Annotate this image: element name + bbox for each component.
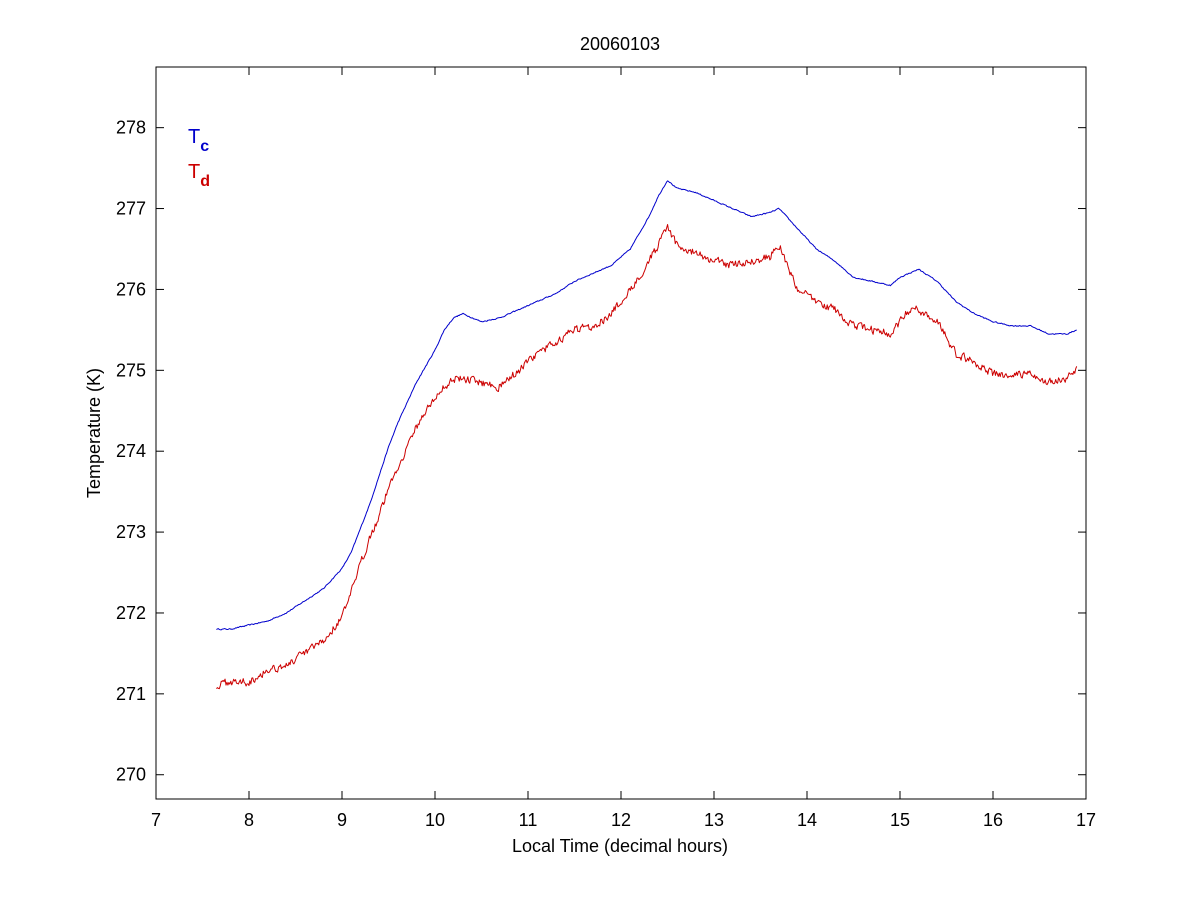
y-axis-label: Temperature (K) bbox=[84, 368, 104, 498]
x-tick-label: 7 bbox=[151, 810, 161, 830]
chart-title: 20060103 bbox=[580, 34, 660, 54]
y-tick-label: 276 bbox=[116, 279, 146, 299]
y-tick-label: 270 bbox=[116, 765, 146, 785]
legend-label-td: Td bbox=[188, 161, 210, 190]
series-line-td bbox=[216, 224, 1078, 690]
y-tick-label: 274 bbox=[116, 441, 146, 461]
x-axis-label: Local Time (decimal hours) bbox=[512, 836, 728, 856]
x-tick-label: 10 bbox=[425, 810, 445, 830]
x-tick-label: 16 bbox=[983, 810, 1003, 830]
y-tick-label: 271 bbox=[116, 684, 146, 704]
y-tick-label: 273 bbox=[116, 522, 146, 542]
x-tick-label: 11 bbox=[519, 810, 538, 830]
series-line-tc bbox=[216, 180, 1077, 631]
x-tick-label: 15 bbox=[890, 810, 910, 830]
legend-label-tc: Tc bbox=[188, 126, 209, 155]
y-tick-label: 277 bbox=[116, 199, 146, 219]
y-tick-label: 278 bbox=[116, 118, 146, 138]
x-axis-ticks: 7 8 9 10 11 12 13 14 15 16 17 bbox=[151, 67, 1096, 830]
x-tick-label: 9 bbox=[337, 810, 347, 830]
y-tick-label: 275 bbox=[116, 360, 146, 380]
y-tick-label: 272 bbox=[116, 603, 146, 623]
x-tick-label: 14 bbox=[797, 810, 817, 830]
x-tick-label: 8 bbox=[244, 810, 254, 830]
y-axis-ticks: 270 271 272 273 274 275 276 277 278 bbox=[116, 118, 1086, 785]
x-tick-label: 17 bbox=[1076, 810, 1096, 830]
legend: Tc Td bbox=[188, 126, 210, 190]
series-layer bbox=[216, 180, 1078, 690]
x-tick-label: 13 bbox=[704, 810, 724, 830]
x-tick-label: 12 bbox=[611, 810, 631, 830]
